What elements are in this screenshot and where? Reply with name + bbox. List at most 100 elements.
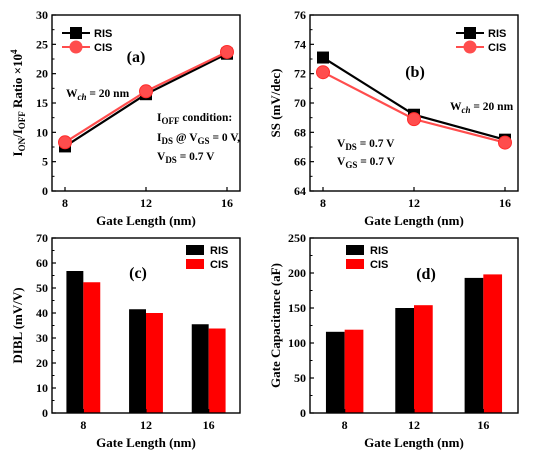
bar-cis [83,282,101,413]
y-tick-label: 10 [36,381,48,395]
y-axis-label: SS (mV/dec) [268,69,283,138]
annotation-text: VGS = 0.7 V [337,156,396,170]
y-tick-label: 72 [294,67,306,81]
x-tick-label: 12 [140,196,152,210]
y-tick-label: 40 [36,306,48,320]
x-tick-label: 16 [477,418,489,432]
y-tick-label: 30 [36,8,48,22]
bar-cis [208,328,226,413]
x-tick-label: 12 [408,418,420,432]
y-axis-label: DIBL (mV/V) [10,287,25,363]
annotation-text: VDS = 0.7 V [337,138,395,152]
panel-b: 64 66 68 70 72 74 76 8 12 16 Gate Length (nm) SS (m… [268,8,519,228]
bar-cis [483,274,503,413]
legend-label: CIS [210,259,228,271]
x-tick-label: 16 [203,418,215,432]
y-tick-label: 150 [288,301,306,315]
legend-label: RIS [94,28,112,40]
x-axis-label: Gate Length (nm) [364,213,464,228]
annotation-text: Wch = 20 nm [450,101,514,115]
x-axis-label: Gate Length (nm) [96,213,196,228]
panel-a: 0 5 10 15 20 25 30 8 12 16 Gate Length (nm) ION/IOF… [9,8,241,228]
x-tick-label: 8 [62,196,68,210]
data-point-ris [317,51,329,64]
legend-swatch-cis [186,259,204,269]
bar-cis [414,305,433,413]
legend-swatch-ris [346,245,364,255]
x-tick-label: 12 [140,418,152,432]
y-tick-label: 30 [36,331,48,345]
y-tick-label: 20 [36,356,48,370]
y-tick-label: 70 [36,231,48,245]
annotation-text: VDS = 0.7 V [157,151,215,165]
annotation-text: Wch = 20 nm [66,88,130,102]
y-tick-label: 10 [36,125,48,139]
plot-frame [51,14,241,192]
legend-marker-cis [69,40,83,54]
y-tick-label: 50 [294,371,306,385]
y-tick-label: 0 [42,184,48,198]
bar-ris [66,271,84,413]
x-tick-label: 8 [320,196,326,210]
y-tick-label: 0 [300,406,306,420]
data-point-cis [220,44,234,59]
panel-label: (a) [127,49,146,66]
y-tick-label: 68 [294,125,306,139]
y-tick-label: 0 [42,406,48,420]
bar-ris [395,308,414,413]
panel-label: (c) [129,265,147,282]
x-axis-label: Gate Length (nm) [96,435,196,450]
y-tick-label: 76 [294,8,306,22]
bar-ris [325,331,345,413]
y-tick-label: 250 [288,231,306,245]
y-tick-label: 20 [36,67,48,81]
bar-cis [344,329,364,413]
y-tick-label: 50 [36,281,48,295]
legend-label: CIS [94,42,112,54]
legend-marker-ris [70,27,82,39]
panel-label: (d) [416,266,436,283]
legend-marker-cis [463,40,477,54]
y-tick-label: 15 [36,96,48,110]
legend-label: RIS [370,245,388,257]
y-axis-label: Gate Capacitance (aF) [268,263,283,388]
panel-label: (b) [405,64,425,81]
data-point-cis [139,84,153,99]
y-tick-label: 74 [294,37,306,51]
panel-d: 0 50 100 150 200 250 8 12 16 Gate Length (nm) Gate… [268,231,519,450]
y-tick-label: 66 [294,155,306,169]
bar-ris [191,324,209,413]
y-axis-label: ION/IOFF Ratio ×104 [9,49,27,156]
legend-label: RIS [210,245,228,257]
y-tick-label: 200 [288,266,306,280]
data-point-cis [316,65,330,80]
legend-marker-ris [464,27,476,39]
y-tick-label: 60 [36,256,48,270]
x-axis-label: Gate Length (nm) [364,435,464,450]
annotation-text: IOFF condition: [157,112,232,126]
data-point-cis [58,135,72,150]
legend-swatch-cis [346,259,364,269]
panel-c: 0 10 20 30 40 50 60 70 8 12 16 Gate Length (nm) DIBL… [10,231,241,450]
data-point-cis [407,112,421,127]
legend-label: RIS [488,28,506,40]
y-tick-label: 100 [288,336,306,350]
legend-label: CIS [370,259,388,271]
x-tick-label: 16 [221,196,233,210]
bar-ris [464,277,484,413]
y-tick-label: 5 [42,155,48,169]
legend-swatch-ris [186,245,204,255]
x-tick-label: 16 [499,196,511,210]
x-tick-label: 8 [342,418,348,432]
bar-ris [129,309,146,413]
x-tick-label: 8 [80,418,86,432]
legend-label: CIS [488,42,506,54]
y-tick-label: 70 [294,96,306,110]
annotation-text: IDS @ VGS = 0 V, [157,132,240,146]
y-tick-label: 64 [294,184,306,198]
x-tick-label: 12 [408,196,420,210]
bar-cis [146,313,163,413]
data-point-cis [498,135,512,150]
y-tick-label: 25 [36,37,48,51]
